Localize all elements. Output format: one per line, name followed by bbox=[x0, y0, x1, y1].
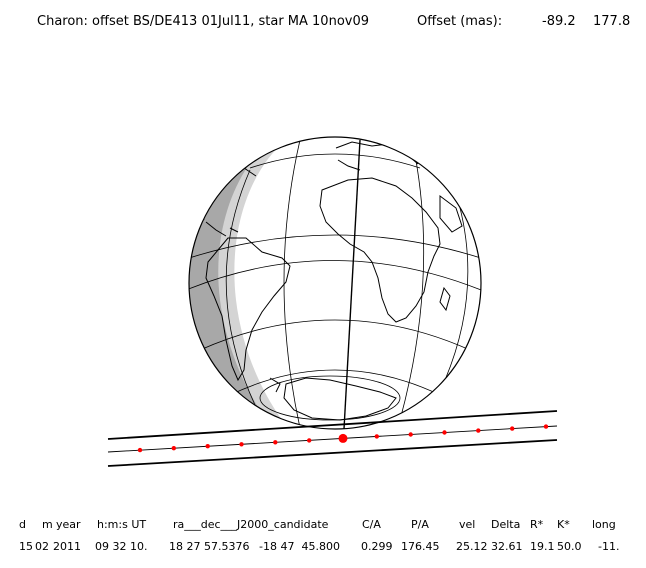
parallel-30s bbox=[199, 319, 471, 351]
track-time-dot bbox=[137, 447, 143, 453]
col-kstar: K* bbox=[557, 518, 570, 531]
track-time-dot bbox=[171, 446, 176, 451]
val-m: 02 bbox=[35, 540, 49, 553]
val-d: 15 bbox=[19, 540, 33, 553]
col-rstar: R* bbox=[530, 518, 544, 531]
arabia bbox=[439, 195, 463, 233]
parallel-60n bbox=[249, 153, 421, 169]
track-time-dot bbox=[442, 430, 447, 435]
parallel-0 bbox=[189, 260, 481, 293]
closest-approach-dot bbox=[338, 433, 348, 443]
col-delta: Delta bbox=[491, 518, 521, 531]
track-time-dot bbox=[510, 426, 515, 431]
val-ra: 18 27 57.5376 bbox=[169, 540, 250, 553]
track-time-dots bbox=[137, 424, 549, 453]
antarctica bbox=[283, 377, 397, 421]
val-pa: 176.45 bbox=[401, 540, 440, 553]
track-time-dot bbox=[476, 428, 481, 433]
track-time-dot bbox=[205, 444, 210, 449]
track-time-dot bbox=[543, 424, 549, 429]
col-vel: vel bbox=[459, 518, 476, 531]
meridian-e bbox=[399, 154, 425, 421]
col-hms: h:m:s UT bbox=[97, 518, 147, 531]
graticule bbox=[189, 139, 481, 429]
antarctic-circle bbox=[259, 375, 401, 421]
val-hms: 09 32 10. bbox=[95, 540, 148, 553]
col-d: d bbox=[19, 518, 26, 531]
col-radec: ra___dec___J2000_candidate bbox=[173, 518, 329, 531]
val-ca: 0.299 bbox=[361, 540, 393, 553]
continents bbox=[195, 141, 463, 421]
track-time-dot bbox=[307, 438, 312, 443]
madagascar bbox=[439, 286, 451, 312]
parallel-60s bbox=[229, 369, 441, 396]
col-ca: C/A bbox=[362, 518, 381, 531]
track-north-limit bbox=[107, 410, 558, 440]
offset-ra: -89.2 bbox=[542, 14, 576, 29]
col-long: long bbox=[592, 518, 616, 531]
track-time-dot bbox=[239, 442, 244, 447]
globe-shading bbox=[189, 137, 481, 429]
track-time-dot bbox=[374, 434, 379, 439]
val-dec: -18 47 45.800 bbox=[259, 540, 340, 553]
parallel-30n bbox=[189, 234, 481, 261]
col-pa: P/A bbox=[411, 518, 429, 531]
track-south-limit bbox=[107, 439, 558, 467]
meridian-far-e bbox=[444, 189, 469, 381]
track-time-dot bbox=[408, 432, 413, 437]
meridian-w bbox=[283, 139, 301, 429]
shadow-track bbox=[107, 410, 558, 467]
track-time-dot bbox=[273, 440, 278, 445]
val-kstar: 50.0 bbox=[557, 540, 582, 553]
val-year: 2011 bbox=[53, 540, 81, 553]
offset-dec: 177.8 bbox=[593, 14, 631, 29]
plot-title: Charon: offset BS/DE413 01Jul11, star MA… bbox=[0, 14, 646, 34]
val-delta: 32.61 bbox=[491, 540, 523, 553]
south-america bbox=[205, 237, 291, 382]
col-m: m bbox=[42, 518, 53, 531]
meridian-center bbox=[343, 139, 361, 429]
title-text: Charon: offset BS/DE413 01Jul11, star MA… bbox=[37, 14, 370, 29]
africa bbox=[319, 177, 441, 323]
meridian-far-w bbox=[225, 169, 256, 406]
antarctic-peninsula bbox=[269, 377, 281, 393]
col-year: year bbox=[56, 518, 81, 531]
track-centerline bbox=[107, 425, 558, 453]
globe-limb bbox=[188, 136, 482, 430]
val-rstar: 19.1 bbox=[530, 540, 555, 553]
offset-label: Offset (mas): bbox=[417, 14, 503, 29]
val-long: -11. bbox=[598, 540, 620, 553]
val-vel: 25.12 bbox=[456, 540, 488, 553]
